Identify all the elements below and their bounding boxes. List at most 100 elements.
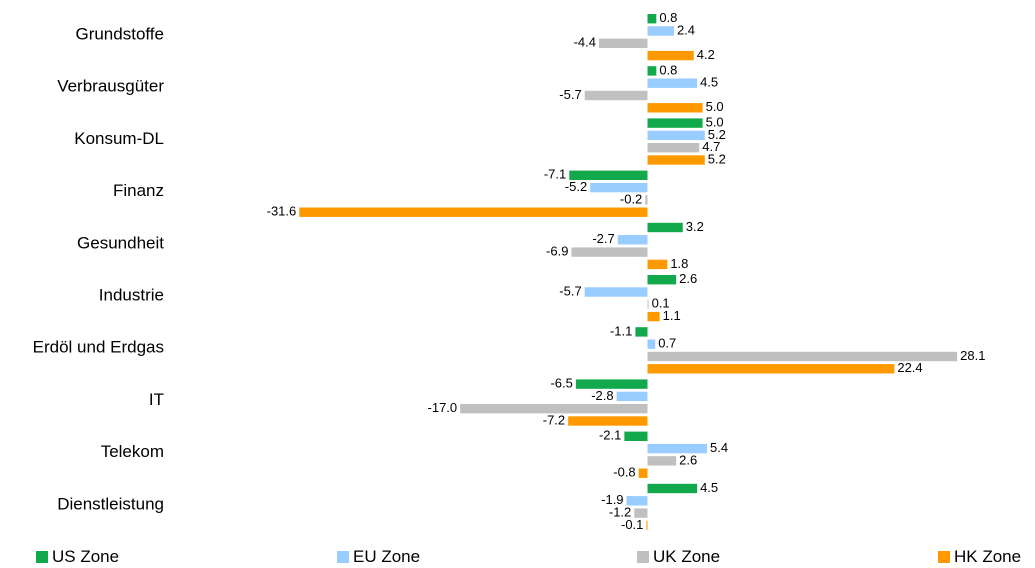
bar [638,468,648,478]
data-label: 0.8 [659,10,677,25]
bar [584,287,648,297]
category-label: Konsum-DL [74,129,164,148]
data-label: -1.1 [610,323,632,338]
data-label: -4.4 [574,35,596,50]
bar [568,416,648,426]
bar [647,130,705,141]
legend-label: EU Zone [353,547,420,566]
category-label: Verbrausgüter [57,77,164,96]
bar [584,90,648,101]
data-label: -17.0 [428,400,458,415]
data-label: -1.2 [609,505,631,520]
data-label: 1.1 [663,308,681,323]
data-label: 4.5 [700,75,718,90]
bar [647,155,705,165]
bar [647,364,895,374]
bars [299,14,958,531]
legend: US Zone EU Zone UK Zone HK Zone [36,547,1021,566]
bar [646,520,648,531]
data-label: -5.7 [559,87,581,102]
legend-swatch [36,551,48,563]
bar [575,379,648,389]
bar [624,431,648,441]
data-label: 5.2 [708,151,726,166]
data-label: 28.1 [960,348,985,363]
bar [647,143,700,153]
data-label: 22.4 [897,360,922,375]
bar [647,26,674,36]
category-label: Gesundheit [77,233,164,252]
category-label: Industrie [99,285,164,304]
bar [647,351,958,362]
data-label: 5.4 [710,440,728,455]
data-label: -6.9 [546,244,568,259]
bar [647,483,698,494]
bar [460,404,648,414]
legend-swatch [938,551,950,563]
bar [647,259,668,270]
bar [647,118,703,128]
legend-swatch [637,551,649,563]
bar [647,456,677,466]
legend-label: US Zone [52,547,119,566]
bar [616,391,648,402]
data-label: 2.6 [679,271,697,286]
data-label: -0.8 [613,465,635,480]
bar [647,275,677,285]
bar [569,170,648,180]
data-label: -2.1 [599,428,621,443]
data-label: -6.5 [550,376,572,391]
bar [647,311,660,322]
bar [647,66,657,76]
bar [647,14,657,24]
bar [647,50,694,61]
category-label: Grundstoffe [75,24,164,43]
bar [647,443,708,454]
bar [647,78,698,88]
data-label: -5.7 [559,283,581,298]
bar [645,195,648,205]
data-label: 5.0 [706,115,724,130]
data-label: -0.2 [620,191,642,206]
legend-label: UK Zone [653,547,720,566]
data-label: -7.2 [543,412,565,427]
category-label: IT [149,390,164,409]
data-label: -31.6 [267,204,297,219]
data-label: 5.0 [706,99,724,114]
bar [626,496,648,506]
data-label: -2.8 [591,388,613,403]
data-label: -0.1 [621,517,643,532]
data-label: 0.7 [658,336,676,351]
category-labels: Grundstoffe Verbrausgüter Konsum-DL Finanz G… [33,24,165,513]
bar [590,182,648,193]
legend-swatch [337,551,349,563]
category-label: Dienstleistung [57,494,164,513]
bar [299,207,648,217]
bar [647,339,656,349]
data-label: 3.2 [686,219,704,234]
data-label: -1.9 [601,492,623,507]
data-label: -2.7 [592,231,614,246]
category-label: Telekom [101,442,164,461]
bar [647,103,703,113]
bar [571,247,648,257]
data-label: 2.6 [679,452,697,467]
data-label: 4.2 [697,47,715,62]
data-label: 5.2 [708,127,726,142]
data-label: 4.7 [702,139,720,154]
category-label: Erdöl und Erdgas [33,338,164,357]
category-label: Finanz [113,181,164,200]
data-label: 2.4 [677,22,695,37]
bar [599,38,648,48]
bar [634,508,648,518]
bar [647,299,649,309]
data-label: 0.8 [659,62,677,77]
legend-label: HK Zone [954,547,1021,566]
data-label: -7.1 [544,167,566,182]
data-label: -5.2 [565,179,587,194]
data-label: 0.1 [652,296,670,311]
data-label: 4.5 [700,480,718,495]
bar [617,235,648,245]
bar [635,327,648,337]
